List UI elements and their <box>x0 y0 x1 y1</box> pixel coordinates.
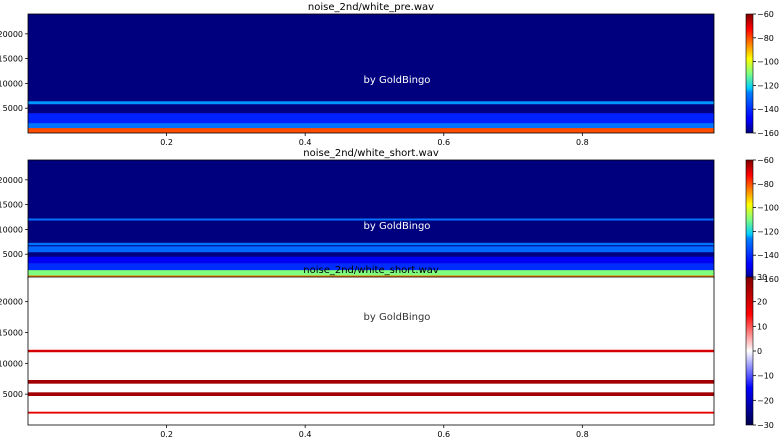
band <box>28 379 714 384</box>
subplot-3-colorbar <box>745 276 754 426</box>
subplot-3-axes-frame <box>27 276 715 426</box>
colorbar-tick-label: 20 <box>757 298 767 307</box>
subplot-3-watermark: by GoldBingo <box>364 312 431 323</box>
band <box>28 101 714 105</box>
colorbar-tick-label: −80 <box>757 180 774 189</box>
x-tick-label: 0.8 <box>576 430 589 439</box>
band <box>28 128 714 133</box>
y-tick-label: 20000 <box>0 298 23 307</box>
colorbar-tick-label: 10 <box>757 322 767 331</box>
y-tick-label: 20000 <box>0 176 23 185</box>
colorbar-tick-label: −160 <box>757 129 779 138</box>
subplot-1-y-ticks: 5000 10000 15000 20000 <box>0 30 28 113</box>
colorbar-tick-label: −80 <box>757 34 774 43</box>
y-tick-label: 5000 <box>3 250 23 259</box>
band <box>28 123 714 129</box>
band <box>28 113 714 124</box>
colorbar-tick-label: −30 <box>757 421 774 430</box>
subplot-1-plot-background <box>28 14 714 133</box>
band <box>28 218 714 221</box>
colorbar-tick-label: −120 <box>757 227 779 236</box>
colorbar-tick-label: −140 <box>757 105 779 114</box>
subplot-1-bands <box>28 101 714 133</box>
subplot-1-colorbar <box>745 13 754 134</box>
y-tick-label: 15000 <box>0 329 23 338</box>
colorbar-tick-label: 0 <box>757 347 762 356</box>
x-tick-label: 0.4 <box>299 430 312 439</box>
subplot-2-colorbar <box>745 159 754 280</box>
y-tick-label: 15000 <box>0 55 23 64</box>
y-tick-label: 20000 <box>0 30 23 39</box>
band <box>28 263 714 271</box>
x-tick-label: 0.4 <box>299 138 312 147</box>
y-tick-label: 10000 <box>0 225 23 234</box>
colorbar-tick-label: −140 <box>757 251 779 260</box>
subplot-1-colorbar-ticks: −160 −140 −120 −100 −80 −60 <box>753 10 779 138</box>
x-tick-label: 0.2 <box>160 430 173 439</box>
subplot-3-bands <box>28 349 714 414</box>
band <box>28 411 714 414</box>
x-tick-label: 0.6 <box>437 430 450 439</box>
subplot-1-title: noise_2nd/white_pre.wav <box>308 2 434 13</box>
colorbar-tick-label: −60 <box>757 10 774 19</box>
colorbar-tick-label: 30 <box>757 273 767 282</box>
subplot-3-title: noise_2nd/white_short.wav <box>303 265 439 276</box>
colorbar-tick-label: −100 <box>757 58 779 67</box>
colorbar-tick-label: −160 <box>757 275 779 284</box>
y-tick-label: 5000 <box>3 104 23 113</box>
subplot-3-y-ticks: 5000 10000 15000 20000 <box>0 298 28 399</box>
band <box>28 349 714 353</box>
band <box>28 392 714 397</box>
subplot-1: noise_2nd/white_pre.wav by GoldBingo 0.2… <box>0 2 779 147</box>
x-tick-label: 0.8 <box>576 138 589 147</box>
colorbar-tick-label: −100 <box>757 204 779 213</box>
colorbar-tick-label: −10 <box>757 372 774 381</box>
x-tick-label: 0.6 <box>437 138 450 147</box>
subplot-2-colorbar-ticks: −160 −140 −120 −100 −80 −60 <box>753 156 779 284</box>
subplot-2-title: noise_2nd/white_short.wav <box>303 148 439 159</box>
band <box>28 270 714 276</box>
subplot-3-colorbar-ticks: −30 −20 −10 0 10 20 30 <box>753 273 774 430</box>
band <box>28 246 714 253</box>
y-tick-label: 5000 <box>3 390 23 399</box>
subplot-2-y-ticks: 5000 10000 15000 20000 <box>0 176 28 259</box>
band <box>28 256 714 264</box>
band <box>28 242 714 246</box>
y-tick-label: 10000 <box>0 359 23 368</box>
subplot-1-x-ticks: 0.2 0.4 0.6 0.8 <box>160 133 589 147</box>
subplot-2-watermark: by GoldBingo <box>364 221 431 232</box>
subplot-1-watermark: by GoldBingo <box>364 75 431 86</box>
y-tick-label: 15000 <box>0 201 23 210</box>
y-tick-label: 10000 <box>0 79 23 88</box>
subplot-3: noise_2nd/white_short.wav by GoldBingo 0… <box>0 265 774 439</box>
colorbar-tick-label: −60 <box>757 156 774 165</box>
x-tick-label: 0.2 <box>160 138 173 147</box>
colorbar-tick-label: −20 <box>757 396 774 405</box>
subplot-3-x-ticks: 0.2 0.4 0.6 0.8 <box>160 425 589 439</box>
subplot-1-axes-frame <box>27 13 715 134</box>
colorbar-tick-label: −120 <box>757 81 779 90</box>
